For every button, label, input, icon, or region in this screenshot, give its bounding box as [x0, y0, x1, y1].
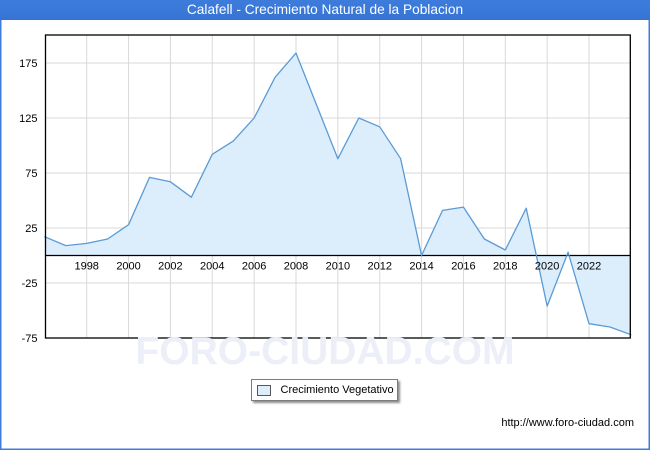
svg-text:2022: 2022 [577, 261, 601, 273]
svg-text:2020: 2020 [535, 261, 559, 273]
svg-text:125: 125 [19, 113, 37, 125]
svg-text:1998: 1998 [74, 261, 98, 273]
svg-text:2008: 2008 [284, 261, 308, 273]
svg-text:2002: 2002 [158, 261, 182, 273]
svg-text:2006: 2006 [242, 261, 266, 273]
svg-text:-25: -25 [22, 278, 38, 290]
svg-text:2004: 2004 [200, 261, 224, 273]
svg-text:2012: 2012 [367, 261, 391, 273]
svg-text:25: 25 [25, 223, 37, 235]
svg-text:2000: 2000 [116, 261, 140, 273]
svg-text:2016: 2016 [451, 261, 475, 273]
svg-text:175: 175 [19, 58, 37, 70]
svg-text:75: 75 [25, 168, 37, 180]
svg-text:2010: 2010 [326, 261, 350, 273]
svg-text:2014: 2014 [409, 261, 433, 273]
svg-text:2018: 2018 [493, 261, 517, 273]
